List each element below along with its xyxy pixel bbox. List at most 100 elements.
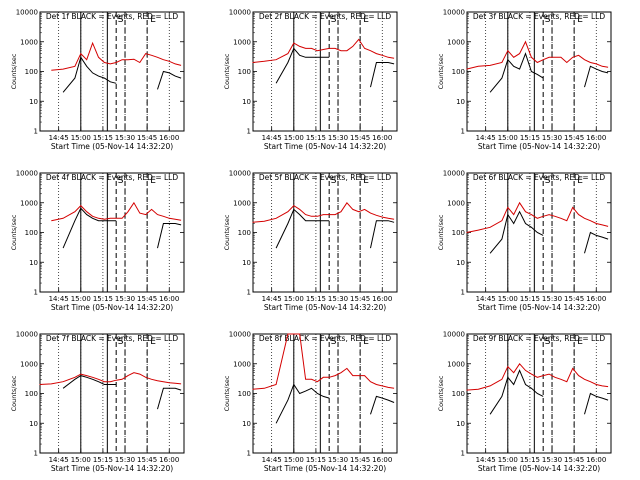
marker-label-e: E bbox=[363, 176, 369, 186]
x-tick-label: 15:15 bbox=[93, 134, 113, 142]
y-axis-label: Counts/sec bbox=[223, 375, 231, 411]
y-tick-label: 1000 bbox=[20, 360, 38, 368]
y-tick-label: 10 bbox=[29, 98, 38, 106]
x-tick-label: 16:00 bbox=[159, 134, 179, 142]
chart-title: Det 8f BLACK = Events, RED = LLD bbox=[259, 334, 392, 343]
y-tick-label: 1 bbox=[34, 289, 38, 297]
x-tick-label: 15:45 bbox=[350, 295, 370, 303]
y-tick-label: 10 bbox=[456, 98, 465, 106]
y-tick-label: 1 bbox=[247, 128, 251, 136]
x-tick-label: 15:45 bbox=[564, 134, 584, 142]
lld-series-line bbox=[252, 333, 395, 390]
lld-series-line bbox=[39, 372, 182, 385]
y-tick-label: 1 bbox=[461, 289, 465, 297]
plot-frame bbox=[466, 333, 612, 454]
y-tick-label: 100 bbox=[238, 229, 251, 237]
chart-panel: Det 6f BLACK = Events, RED = LLD 1 10 100 10… bbox=[437, 170, 612, 312]
x-axis-label: Start Time (05-Nov-14 14:32:20) bbox=[264, 464, 386, 473]
chart-panel: Det 2f BLACK = Events, RED = LLD 1 10 100 10… bbox=[223, 9, 398, 151]
y-tick-label: 1 bbox=[34, 128, 38, 136]
y-tick-label: 100 bbox=[452, 229, 465, 237]
x-tick-label: 15:15 bbox=[93, 295, 113, 303]
marker-label-s: S bbox=[545, 337, 551, 347]
lld-series-line bbox=[466, 201, 609, 233]
x-tick-label: 14:45 bbox=[476, 456, 496, 464]
marker-label-e: E bbox=[363, 15, 369, 25]
y-tick-label: 1 bbox=[247, 450, 251, 458]
x-tick-label: 15:00 bbox=[498, 134, 518, 142]
x-axis-label: Start Time (05-Nov-14 14:32:20) bbox=[478, 142, 600, 151]
chart-panel: Det 4f BLACK = Events, RED = LLD 1 10 100 10… bbox=[10, 170, 185, 312]
y-axis-label: Counts/sec bbox=[10, 214, 18, 250]
chart-title: Det 2f BLACK = Events, RED = LLD bbox=[259, 12, 392, 21]
x-tick-label: 14:45 bbox=[476, 295, 496, 303]
events-series-line bbox=[62, 207, 182, 249]
chart-panel: Det 5f BLACK = Events, RED = LLD 1 10 100 10… bbox=[223, 170, 398, 312]
x-tick-label: 15:00 bbox=[71, 295, 91, 303]
chart-title: Det 5f BLACK = Events, RED = LLD bbox=[259, 173, 392, 182]
x-tick-label: 15:30 bbox=[115, 134, 135, 142]
marker-label-e: E bbox=[150, 15, 156, 25]
y-axis-label: Counts/sec bbox=[437, 375, 445, 411]
x-tick-label: 15:30 bbox=[328, 456, 348, 464]
x-tick-label: 14:45 bbox=[49, 295, 69, 303]
x-tick-label: 15:00 bbox=[71, 456, 91, 464]
x-tick-label: 15:45 bbox=[350, 456, 370, 464]
lld-series-line bbox=[252, 201, 395, 223]
marker-label-s: S bbox=[118, 176, 124, 186]
plot-frame bbox=[252, 333, 398, 454]
events-series-line bbox=[62, 56, 182, 93]
x-tick-label: 15:00 bbox=[71, 134, 91, 142]
x-tick-label: 15:30 bbox=[115, 456, 135, 464]
chart-title: Det 3f BLACK = Events, RED = LLD bbox=[473, 12, 606, 21]
y-tick-label: 10000 bbox=[443, 331, 465, 339]
lld-series-line bbox=[51, 201, 182, 222]
x-tick-label: 15:15 bbox=[306, 456, 326, 464]
y-tick-label: 10 bbox=[242, 98, 251, 106]
x-tick-label: 14:45 bbox=[476, 134, 496, 142]
x-tick-label: 15:45 bbox=[137, 134, 157, 142]
marker-label-s: S bbox=[118, 15, 124, 25]
x-tick-label: 15:30 bbox=[542, 295, 562, 303]
y-tick-label: 10 bbox=[29, 259, 38, 267]
y-tick-label: 100 bbox=[25, 390, 38, 398]
x-tick-label: 15:00 bbox=[284, 456, 304, 464]
x-tick-label: 15:45 bbox=[564, 295, 584, 303]
x-axis-label: Start Time (05-Nov-14 14:32:20) bbox=[478, 464, 600, 473]
x-tick-label: 16:00 bbox=[372, 134, 392, 142]
y-tick-label: 1 bbox=[461, 128, 465, 136]
marker-label-e: E bbox=[577, 176, 583, 186]
y-axis-label: Counts/sec bbox=[10, 375, 18, 411]
lld-series-line bbox=[466, 40, 609, 70]
x-tick-label: 15:15 bbox=[93, 456, 113, 464]
y-tick-label: 10 bbox=[242, 420, 251, 428]
y-tick-label: 10000 bbox=[16, 9, 38, 17]
y-tick-label: 100 bbox=[25, 68, 38, 76]
y-tick-label: 10 bbox=[242, 259, 251, 267]
x-tick-label: 16:00 bbox=[586, 134, 606, 142]
x-tick-label: 14:45 bbox=[262, 456, 282, 464]
lld-series-line bbox=[466, 362, 609, 391]
x-axis-label: Start Time (05-Nov-14 14:32:20) bbox=[51, 142, 173, 151]
x-tick-label: 16:00 bbox=[586, 456, 606, 464]
y-tick-label: 10000 bbox=[229, 331, 251, 339]
x-tick-label: 15:30 bbox=[542, 456, 562, 464]
y-tick-label: 10 bbox=[29, 420, 38, 428]
x-tick-label: 15:30 bbox=[328, 295, 348, 303]
events-series-line bbox=[275, 208, 395, 249]
y-axis-label: Counts/sec bbox=[437, 214, 445, 250]
y-axis-label: Counts/sec bbox=[223, 53, 231, 89]
x-tick-label: 16:00 bbox=[372, 456, 392, 464]
x-tick-label: 15:15 bbox=[306, 295, 326, 303]
x-tick-label: 15:45 bbox=[137, 456, 157, 464]
marker-label-s: S bbox=[118, 337, 124, 347]
y-tick-label: 1000 bbox=[447, 38, 465, 46]
lld-series-line bbox=[252, 38, 395, 63]
y-tick-label: 1000 bbox=[233, 360, 251, 368]
x-axis-label: Start Time (05-Nov-14 14:32:20) bbox=[264, 142, 386, 151]
marker-label-s: S bbox=[331, 176, 337, 186]
y-tick-label: 1 bbox=[461, 450, 465, 458]
x-axis-label: Start Time (05-Nov-14 14:32:20) bbox=[478, 303, 600, 312]
chart-title: Det 4f BLACK = Events, RED = LLD bbox=[46, 173, 179, 182]
events-series-line bbox=[489, 369, 609, 415]
